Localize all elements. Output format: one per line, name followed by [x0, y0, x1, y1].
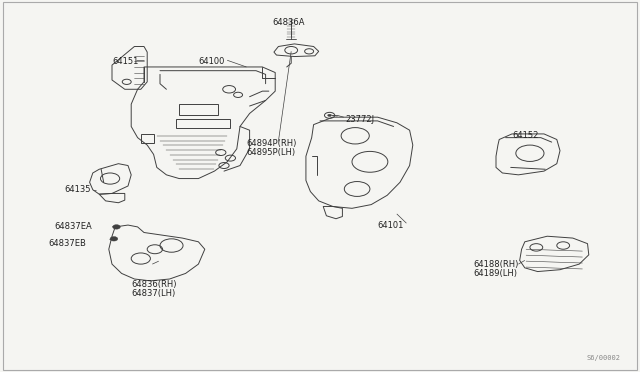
Text: 64101: 64101	[378, 221, 404, 230]
Circle shape	[113, 225, 120, 229]
Text: 64836A: 64836A	[272, 18, 305, 27]
Text: 23772J: 23772J	[346, 115, 375, 124]
Text: 64100: 64100	[198, 57, 225, 66]
Text: 64135: 64135	[64, 185, 90, 194]
Text: 64837EA: 64837EA	[54, 222, 92, 231]
Text: 64188(RH): 64188(RH)	[474, 260, 519, 269]
Text: 64837EB: 64837EB	[48, 239, 86, 248]
Text: 64151: 64151	[112, 57, 138, 66]
Circle shape	[110, 237, 118, 241]
Text: 64152: 64152	[512, 131, 538, 140]
Text: 64189(LH): 64189(LH)	[474, 269, 518, 278]
Text: 64894P(RH): 64894P(RH)	[246, 139, 297, 148]
Text: 64837(LH): 64837(LH)	[131, 289, 175, 298]
Text: 64895P(LH): 64895P(LH)	[246, 148, 296, 157]
Circle shape	[328, 114, 332, 116]
Text: S6/00002: S6/00002	[587, 355, 621, 361]
Text: 64836(RH): 64836(RH)	[131, 280, 177, 289]
